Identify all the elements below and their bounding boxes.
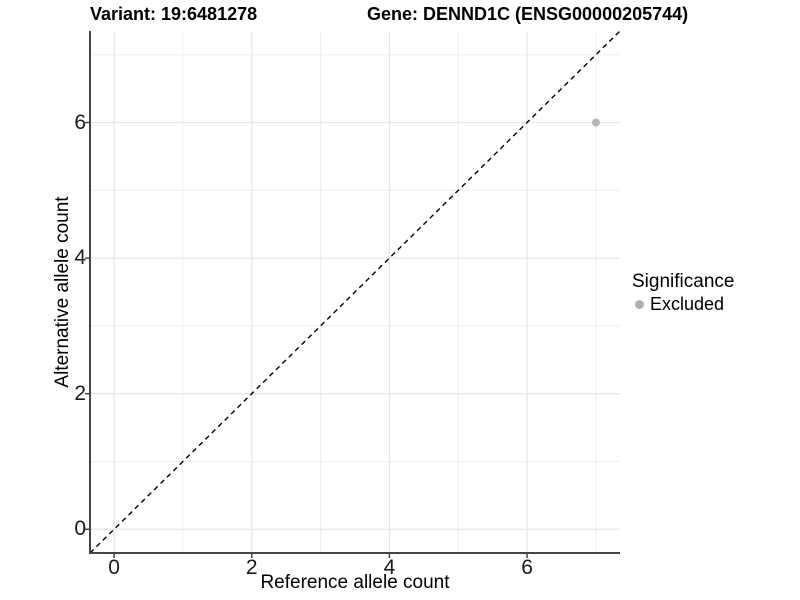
x-tick-label: 6 <box>521 556 533 579</box>
x-axis-title: Reference allele count <box>260 572 450 593</box>
legend-point-icon <box>635 300 644 309</box>
x-tick-label: 2 <box>245 556 258 579</box>
legend-title: Significance <box>632 271 735 292</box>
legend: Significance Excluded <box>632 270 734 315</box>
identity-line <box>89 30 621 554</box>
legend-item-excluded: Excluded <box>632 294 734 315</box>
y-tick-label: 0 <box>74 517 86 541</box>
legend-item-label: Excluded <box>650 294 725 314</box>
plot-title-variant: Variant: 19:6481278 <box>90 4 258 24</box>
y-tick-label: 6 <box>74 110 86 134</box>
x-tick-label: 0 <box>108 556 120 579</box>
y-tick-label: 2 <box>74 381 86 405</box>
y-tick-label: 4 <box>74 246 86 270</box>
plot-title-gene: Gene: DENND1C (ENSG00000205744) <box>367 4 689 24</box>
x-tick-label: 4 <box>383 556 396 579</box>
y-axis-title: Alternative allele count <box>52 196 73 388</box>
data-point <box>591 118 600 127</box>
